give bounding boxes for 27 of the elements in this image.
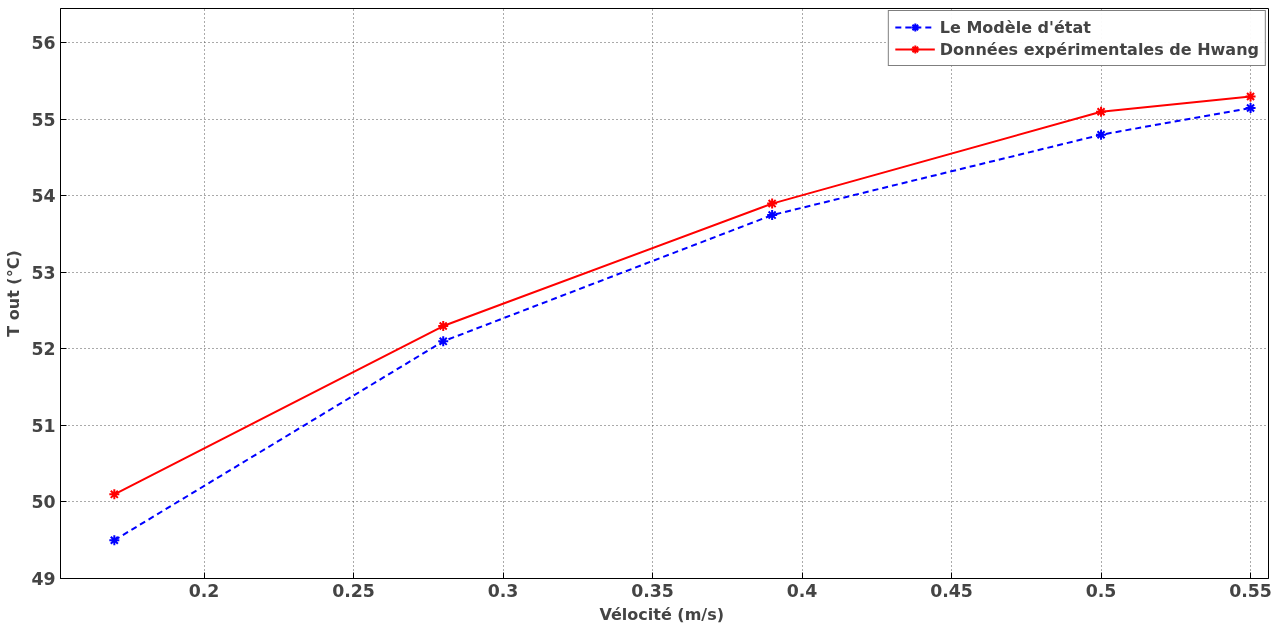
x-tick-label: 0.4 [786, 580, 818, 601]
y-tick-label: 52 [31, 339, 56, 360]
y-tick-label: 49 [31, 569, 56, 589]
point [1095, 128, 1108, 141]
y-tick-label: 55 [31, 109, 56, 130]
x-tick-label: 0.25 [332, 580, 375, 601]
point [766, 197, 779, 210]
y-tick-label: 56 [31, 33, 56, 54]
y-tick-label: 51 [31, 415, 56, 436]
point [1095, 105, 1108, 118]
y-tick-label: 50 [31, 492, 56, 513]
y-tick-label: 54 [31, 186, 56, 207]
x-tick-label: 0.2 [188, 580, 220, 601]
x-axis-title: Vélocité (m/s) [599, 604, 724, 624]
point [437, 335, 450, 348]
x-tick-label: 0.55 [1229, 580, 1272, 601]
point [108, 488, 121, 501]
x-tick-label: 0.5 [1085, 580, 1117, 601]
legend-label: Données expérimentales de Hwang [939, 39, 1259, 59]
point [108, 534, 121, 547]
y-axis-title: T out (°C) [4, 250, 24, 337]
x-tick-label: 0.3 [487, 580, 519, 601]
point [1244, 90, 1257, 103]
x-tick-label: 0.45 [930, 580, 973, 601]
legend-label: Le Modèle d'état [939, 17, 1091, 37]
x-tick-label: 0.35 [631, 580, 674, 601]
y-tick-label: 53 [31, 262, 56, 283]
